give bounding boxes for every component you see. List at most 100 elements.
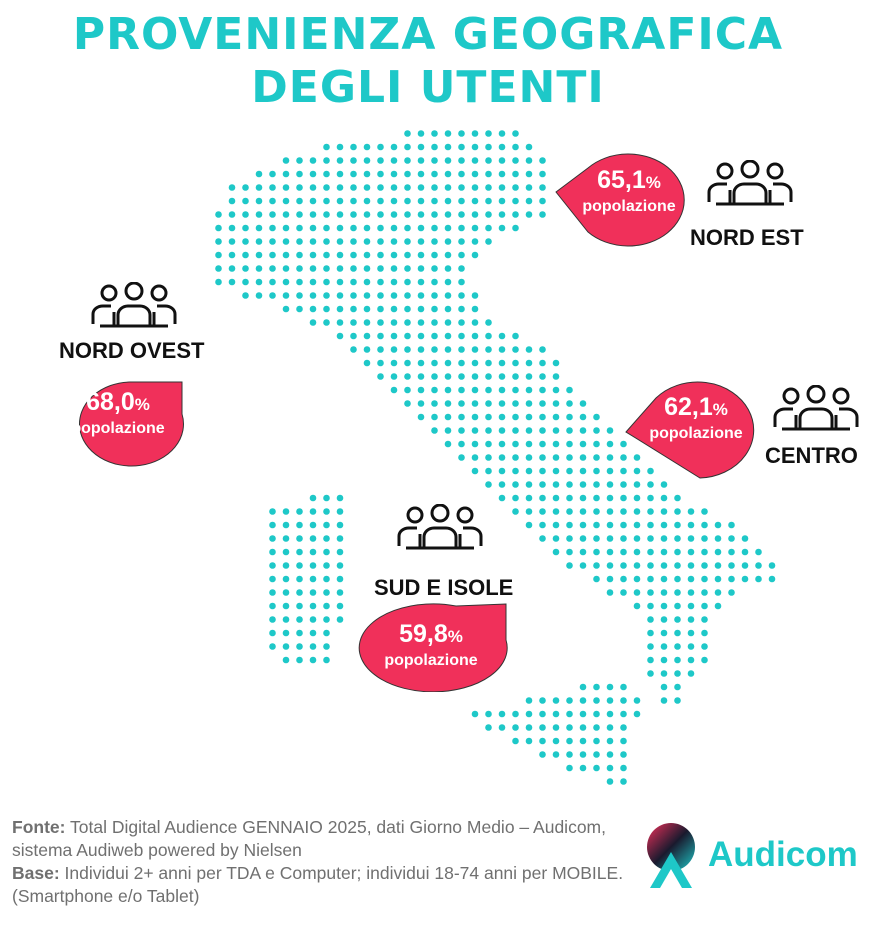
page-title: PROVENIENZA GEOGRAFICA (72, 9, 784, 60)
map-dot (498, 130, 506, 137)
map-dot (417, 130, 425, 137)
map-dot (431, 265, 438, 272)
map-dot (390, 170, 398, 178)
map-dot (633, 697, 641, 704)
map-dot (620, 683, 627, 691)
map-dot (431, 413, 438, 421)
map-dot (674, 575, 681, 583)
map-dot (269, 265, 276, 272)
map-dot (228, 265, 236, 272)
map-dot (282, 197, 290, 205)
map-dot (458, 427, 465, 434)
map-dot (458, 238, 465, 245)
map-dot (485, 346, 492, 353)
map-dot (471, 184, 479, 191)
map-dot (552, 359, 560, 367)
map-dot (471, 454, 479, 461)
map-dot (296, 589, 303, 596)
map-dot (525, 481, 533, 488)
map-dot (336, 184, 344, 191)
map-dot (269, 616, 276, 623)
map-dot (458, 143, 465, 151)
map-dot (296, 616, 303, 623)
map-dot (458, 319, 465, 326)
map-dot (485, 170, 492, 178)
map-dot (498, 346, 506, 353)
map-dot (336, 170, 344, 178)
map-dot (647, 629, 654, 637)
map-dot (444, 373, 452, 380)
audicom-logo-text: Audicom (708, 835, 858, 874)
map-dot (579, 481, 587, 488)
map-dot (336, 143, 344, 151)
map-dot (485, 710, 492, 718)
region-value-label: popolazione (384, 652, 478, 669)
map-dot (242, 278, 249, 286)
map-dot (606, 589, 614, 596)
map-dot (269, 602, 276, 610)
map-dot (728, 521, 735, 529)
map-dot (552, 440, 560, 448)
map-dot (525, 359, 533, 367)
map-dot (687, 548, 695, 556)
map-dot (674, 494, 681, 502)
map-dot (377, 224, 384, 232)
map-dot (539, 197, 546, 205)
map-dot (309, 278, 317, 286)
map-dot (512, 373, 519, 380)
region-value-label: popolazione (582, 198, 676, 215)
map-dot (404, 400, 411, 407)
map-dot (498, 386, 506, 394)
map-dot (444, 265, 452, 272)
map-dot (593, 697, 600, 704)
map-dot (593, 575, 600, 583)
map-dot (512, 197, 519, 205)
map-dot (390, 278, 398, 286)
map-dot (512, 143, 519, 151)
map-dot (552, 535, 560, 542)
map-dot (458, 373, 465, 380)
map-dot (323, 265, 330, 272)
map-dot (606, 751, 614, 758)
map-dot (444, 130, 452, 137)
map-dot (377, 346, 384, 353)
map-dot (363, 170, 371, 178)
map-dot (323, 508, 330, 515)
map-dot (498, 467, 506, 475)
map-dot (566, 737, 573, 745)
map-dot (512, 346, 519, 353)
map-dot (458, 130, 465, 137)
map-dot (417, 305, 425, 313)
map-dot (755, 575, 762, 583)
map-dot (350, 319, 357, 326)
map-dot (417, 332, 425, 340)
map-dot (444, 211, 452, 218)
map-dot (593, 440, 600, 448)
map-dot (566, 440, 573, 448)
map-dot (363, 305, 371, 313)
map-dot (620, 710, 627, 718)
map-dot (701, 629, 708, 637)
map-dot (674, 629, 681, 637)
map-dot (485, 211, 492, 218)
map-dot (215, 211, 222, 218)
map-dot (566, 481, 573, 488)
map-dot (579, 710, 587, 718)
map-dot (309, 292, 317, 299)
map-dot (539, 454, 546, 461)
map-dot (660, 629, 668, 637)
map-dot (363, 224, 371, 232)
map-dot (579, 697, 587, 704)
map-dot (282, 629, 290, 637)
map-dot (390, 184, 398, 191)
map-dot (498, 224, 506, 232)
map-dot (350, 346, 357, 353)
map-dot (282, 521, 290, 529)
map-dot (606, 778, 614, 785)
map-dot (579, 400, 587, 407)
map-dot (242, 265, 249, 272)
map-dot (390, 238, 398, 245)
map-dot (336, 589, 344, 596)
map-dot (228, 197, 236, 205)
map-dot (593, 724, 600, 731)
